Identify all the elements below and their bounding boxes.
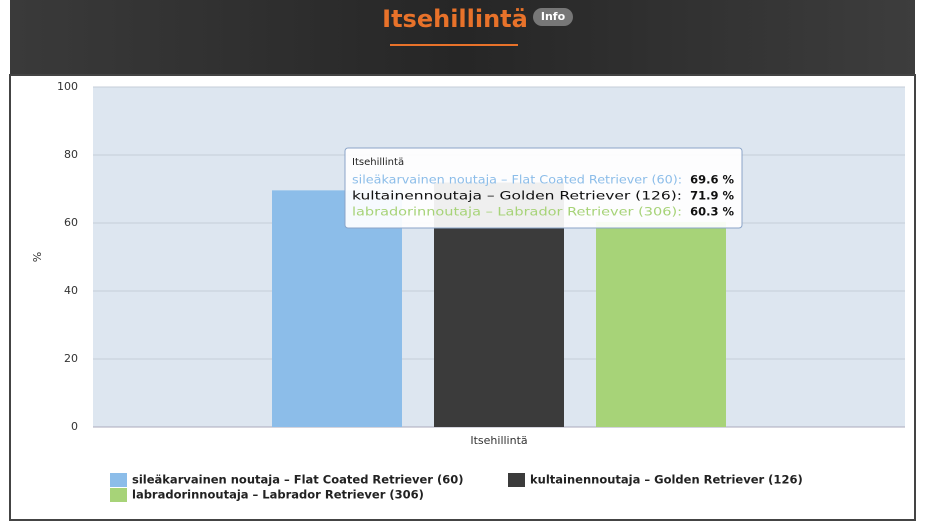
legend-swatch: [110, 488, 127, 502]
legend-swatch: [508, 473, 525, 487]
tooltip-title: Itsehillintä: [352, 157, 404, 168]
y-tick-label: 80: [64, 148, 78, 161]
page-title: Itsehillintä: [382, 5, 528, 33]
tooltip-label: labradorinnoutaja – Labrador Retriever (…: [352, 205, 682, 219]
y-tick-label: 0: [71, 420, 78, 433]
y-tick-label: 20: [64, 352, 78, 365]
chart: Itsehillintä Info % 0 20 40 60 80 100 Itsehill…: [0, 0, 925, 526]
tooltip-label: sileäkarvainen noutaja – Flat Coated Ret…: [352, 173, 682, 187]
y-tick-label: 60: [64, 216, 78, 229]
legend-label: sileäkarvainen noutaja – Flat Coated Ret…: [132, 473, 463, 487]
x-tick-label: Itsehillintä: [470, 434, 527, 447]
legend-swatch: [110, 473, 127, 487]
legend-label: labradorinnoutaja – Labrador Retriever (…: [132, 488, 424, 502]
tooltip-value: 60.3 %: [690, 205, 734, 219]
tooltip-value: 71.9 %: [690, 189, 734, 203]
y-tick-label: 40: [64, 284, 78, 297]
legend-label: kultainennoutaja – Golden Retriever (126…: [530, 473, 803, 487]
tooltip-value: 69.6 %: [690, 173, 734, 187]
page: Itsehillintä Info % 0 20 40 60 80 100 Itsehill…: [0, 0, 925, 526]
info-badge-text[interactable]: Info: [541, 10, 566, 23]
tooltip-label: kultainennoutaja – Golden Retriever (126…: [352, 189, 682, 203]
y-axis-label: %: [31, 252, 44, 262]
bar: [596, 222, 726, 427]
y-tick-label: 100: [57, 80, 78, 93]
